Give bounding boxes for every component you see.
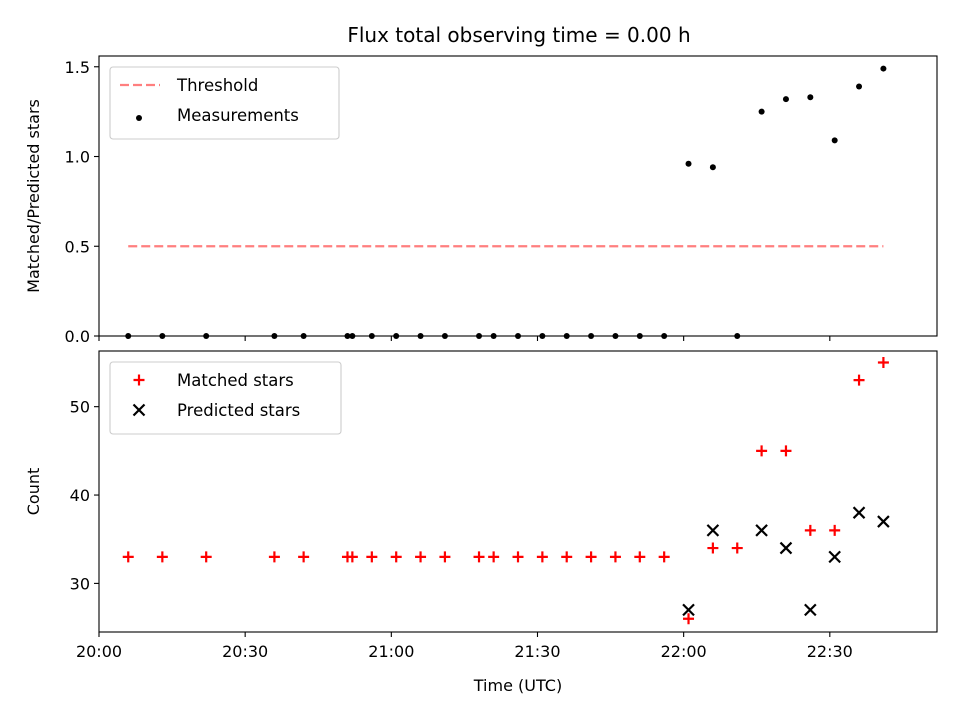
matched-star-point: [756, 445, 768, 457]
legend-label: Predicted stars: [177, 401, 300, 420]
matched-star-point: [731, 542, 743, 554]
y-tick-label: 0.0: [65, 327, 90, 346]
matched-star-point: [536, 551, 548, 563]
matched-star-point: [298, 551, 310, 563]
axes-frame: [98, 55, 938, 337]
x-tick-label: 22:30: [807, 642, 853, 661]
matched-star-point: [415, 551, 427, 563]
matched-star-point: [268, 551, 280, 563]
x-tick-label: 21:00: [368, 642, 414, 661]
predicted-star-point: [877, 515, 890, 528]
matched-star-point: [707, 542, 719, 554]
legend-plus-swatch: [133, 374, 145, 386]
measurement-point: [709, 164, 716, 171]
measurement-point: [856, 83, 863, 90]
y-axis-label: Matched/Predicted stars: [24, 99, 43, 293]
matched-star-point: [439, 551, 451, 563]
legend-box: [109, 361, 342, 435]
y-axis-label: Count: [24, 468, 43, 516]
x-tick-label: 22:00: [661, 642, 707, 661]
measurement-point: [880, 65, 887, 72]
y-tick-label: 0.5: [65, 237, 90, 256]
x-tick-label: 21:30: [514, 642, 560, 661]
matched-star-point: [488, 551, 500, 563]
matched-star-point: [366, 551, 378, 563]
predicted-star-point: [755, 524, 768, 537]
matched-star-point: [829, 524, 841, 536]
matched-star-point: [609, 551, 621, 563]
y-tick-label: 50: [70, 398, 90, 417]
matched-star-point: [156, 551, 168, 563]
y-tick-label: 30: [70, 574, 90, 593]
matched-star-point: [853, 374, 865, 386]
predicted-star-point: [804, 603, 817, 617]
matched-star-point: [804, 524, 816, 536]
measurement-point: [782, 96, 789, 103]
y-tick-label: 1.5: [65, 58, 90, 77]
x-tick-label: 20:30: [222, 642, 268, 661]
legend-dot-swatch: [136, 115, 142, 121]
matched-star-point: [634, 551, 646, 563]
predicted-star-point: [828, 550, 841, 564]
matched-star-point: [122, 551, 134, 563]
legend-label: Matched stars: [177, 371, 294, 390]
matched-star-point: [512, 551, 524, 563]
bottom-panel: 20:00 20:30 21:00 21:30 22:00 22:30 30 40 50 Coun…: [24, 350, 938, 695]
top-panel: 0.0 0.5 1.0 1.5 Matched/Predicted stars Thres…: [24, 55, 938, 346]
matched-star-point: [658, 551, 670, 563]
x-tick-label: 20:00: [76, 642, 122, 661]
measurement-point: [758, 108, 765, 115]
matched-star-point: [877, 356, 889, 368]
legend-label: Measurements: [177, 106, 299, 125]
y-tick-label: 40: [70, 486, 90, 505]
predicted-star-point: [706, 524, 720, 537]
matched-star-point: [346, 551, 358, 563]
x-axis-label: Time (UTC): [473, 676, 562, 695]
measurement-point: [831, 137, 838, 144]
predicted-star-point: [852, 506, 866, 519]
matched-star-point: [561, 551, 573, 563]
legend-box: [109, 66, 340, 140]
matched-star-point: [585, 551, 597, 563]
matched-star-point: [780, 445, 792, 457]
legend-x-swatch: [132, 403, 146, 417]
axes-frame: [98, 350, 938, 633]
figure-title: Flux total observing time = 0.00 h: [347, 23, 690, 47]
matched-star-point: [390, 551, 402, 563]
y-tick-label: 1.0: [65, 148, 90, 167]
matched-star-point: [683, 613, 695, 625]
legend-label: Threshold: [176, 76, 258, 95]
matched-star-point: [200, 551, 212, 563]
measurement-point: [685, 160, 692, 167]
measurement-point: [807, 94, 814, 101]
predicted-star-point: [682, 603, 695, 617]
predicted-star-point: [779, 541, 793, 555]
matched-star-point: [473, 551, 485, 563]
